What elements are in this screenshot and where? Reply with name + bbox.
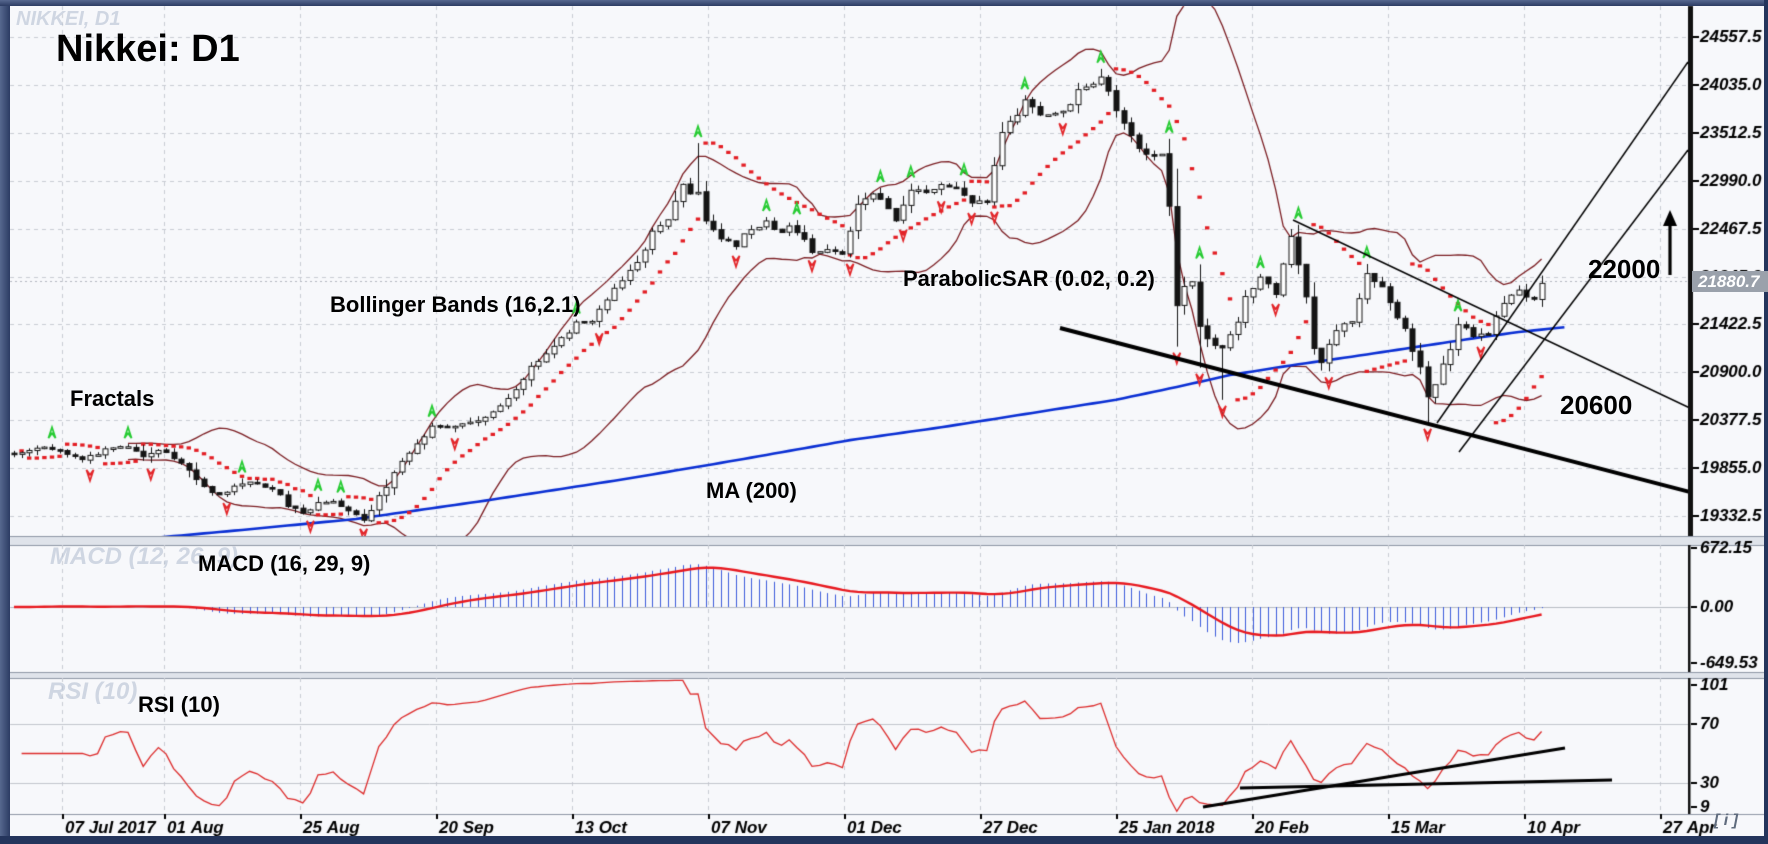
window-border-bottom [0, 836, 1768, 844]
info-button[interactable]: [ i ] [1714, 812, 1738, 829]
window-border-top [0, 0, 1768, 6]
window-border-right [1764, 0, 1768, 844]
current-price-tag: 21880.7 [1692, 271, 1768, 292]
window-border-left [0, 0, 10, 844]
